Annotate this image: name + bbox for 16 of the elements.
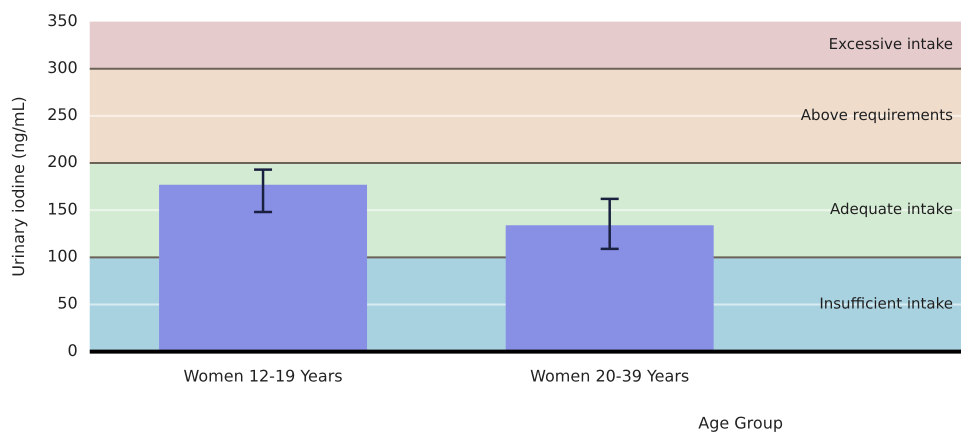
y-tick-label: 350 xyxy=(47,10,78,30)
band-label: Above requirements xyxy=(800,106,954,124)
x-tick-label: Women 20-39 Years xyxy=(530,366,690,386)
y-tick-label: 250 xyxy=(47,105,78,124)
y-tick-label: 200 xyxy=(47,152,78,172)
y-tick-label: 0 xyxy=(68,340,78,360)
y-tick-label: 50 xyxy=(57,294,78,313)
x-tick-label: Women 12-19 Years xyxy=(183,366,343,386)
y-tick-label: 150 xyxy=(47,199,78,218)
band-label: Excessive intake xyxy=(828,35,953,54)
y-axis-title: Urinary iodine (ng/mL) xyxy=(8,96,28,277)
band-label: Adequate intake xyxy=(830,200,953,218)
x-axis-title: Age Group xyxy=(698,414,783,433)
y-tick-label: 100 xyxy=(47,246,78,266)
y-tick-label: 300 xyxy=(47,58,78,77)
band-label: Insufficient intake xyxy=(819,294,953,312)
